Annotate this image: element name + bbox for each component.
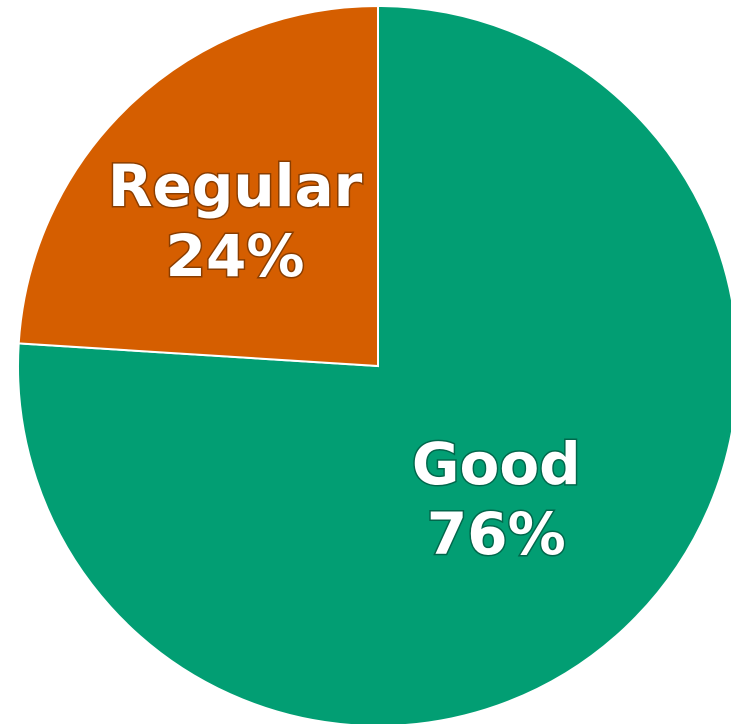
slice-value-good: 76% (427, 500, 566, 568)
pie-slices (17, 4, 731, 724)
slice-label-good: Good (412, 430, 581, 498)
pie-slice-good (17, 4, 731, 724)
slice-value-regular: 24% (166, 222, 305, 290)
slice-label-regular: Regular (108, 152, 363, 220)
pie-slice-regular (17, 4, 379, 368)
